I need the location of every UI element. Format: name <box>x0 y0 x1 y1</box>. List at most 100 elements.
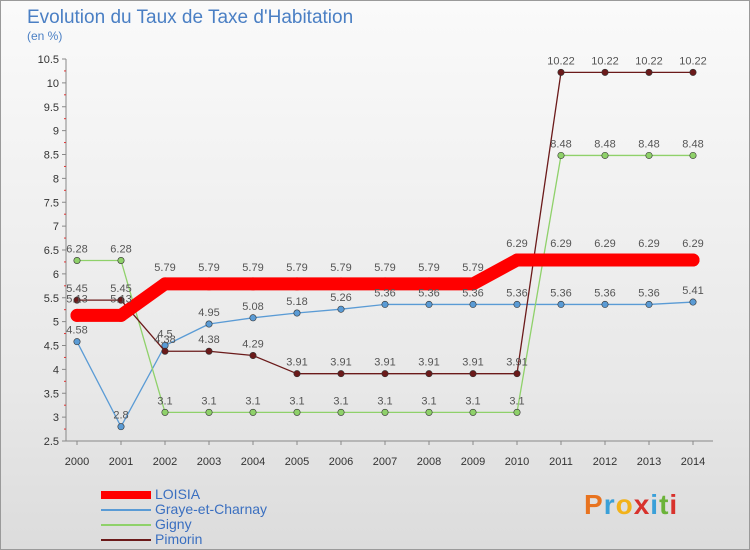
y-tick-label: 7 <box>53 221 59 233</box>
y-tick-label: 8.5 <box>44 150 59 162</box>
y-tick-label: 10.5 <box>38 54 59 66</box>
data-label: 6.29 <box>638 238 659 250</box>
data-label: 10.22 <box>591 55 619 67</box>
y-tick-label: 3 <box>53 412 59 424</box>
data-label: 6.29 <box>550 238 571 250</box>
x-tick-label: 2009 <box>461 456 485 468</box>
data-label: 4.5 <box>157 329 172 341</box>
legend-item: Gigny <box>101 516 401 532</box>
data-point <box>510 253 524 267</box>
data-point <box>513 408 521 416</box>
data-point <box>117 296 125 304</box>
data-point <box>205 408 213 416</box>
data-label: 4.95 <box>198 307 219 319</box>
data-label: 5.13 <box>66 293 87 305</box>
data-label: 4.38 <box>154 334 175 346</box>
x-tick-label: 2011 <box>549 456 573 468</box>
chart-title: Evolution du Taux de Taxe d'Habitation <box>27 7 354 28</box>
data-label: 3.1 <box>245 395 260 407</box>
data-point <box>290 277 304 291</box>
x-tick-label: 2014 <box>681 456 705 468</box>
y-tick-label: 2.5 <box>44 436 59 448</box>
legend-label: LOISIA <box>155 486 201 502</box>
proxiti-logo: Proxiti <box>584 489 679 520</box>
data-point <box>249 314 257 322</box>
y-tick-label: 3.5 <box>44 388 59 400</box>
legend-label: Graye-et-Charnay <box>155 501 268 517</box>
data-point <box>114 308 128 322</box>
data-point <box>337 305 345 313</box>
data-label: 8.48 <box>594 138 615 150</box>
data-point <box>689 68 697 76</box>
legend-label: Pimorin <box>155 531 203 547</box>
data-point <box>557 68 565 76</box>
y-tick-label: 8 <box>53 173 59 185</box>
data-label: 5.79 <box>286 262 307 274</box>
data-label: 5.36 <box>594 287 615 299</box>
legend-item: Pimorin <box>101 531 401 547</box>
data-point <box>381 370 389 378</box>
data-label: 3.91 <box>462 357 483 369</box>
data-point <box>381 408 389 416</box>
x-tick-label: 2007 <box>373 456 397 468</box>
data-label: 5.36 <box>462 287 483 299</box>
y-tick-label: 5 <box>53 317 59 329</box>
data-point <box>70 308 84 322</box>
data-point <box>249 352 257 360</box>
data-label: 5.08 <box>242 301 263 313</box>
data-point <box>293 370 301 378</box>
data-label: 10.22 <box>679 55 707 67</box>
data-point <box>334 277 348 291</box>
data-point <box>73 296 81 304</box>
x-tick-label: 2000 <box>65 456 89 468</box>
data-point <box>337 408 345 416</box>
data-point <box>689 151 697 159</box>
data-label: 6.29 <box>594 238 615 250</box>
data-label: 3.1 <box>289 395 304 407</box>
data-point <box>642 253 656 267</box>
data-label: 8.48 <box>550 138 571 150</box>
x-tick-label: 2002 <box>153 456 177 468</box>
data-point <box>469 370 477 378</box>
y-tick-label: 9.5 <box>44 102 59 114</box>
data-point <box>686 253 700 267</box>
data-point <box>205 347 213 355</box>
data-label: 5.79 <box>154 262 175 274</box>
data-label: 5.13 <box>110 293 131 305</box>
data-point <box>598 253 612 267</box>
x-tick-label: 2004 <box>241 456 265 468</box>
legend-swatch <box>101 491 151 499</box>
data-label: 3.91 <box>286 357 307 369</box>
data-label: 5.79 <box>374 262 395 274</box>
legend-swatch <box>101 539 151 541</box>
data-point <box>158 277 172 291</box>
data-label: 5.79 <box>462 262 483 274</box>
data-label: 3.1 <box>157 395 172 407</box>
data-label: 3.91 <box>374 357 395 369</box>
data-label: 5.45 <box>66 283 87 295</box>
data-label: 3.1 <box>333 395 348 407</box>
legend-item: LOISIA <box>101 486 401 502</box>
data-label: 8.48 <box>682 138 703 150</box>
data-point <box>601 151 609 159</box>
data-point <box>381 300 389 308</box>
data-point <box>205 320 213 328</box>
data-point <box>249 408 257 416</box>
x-tick-label: 2005 <box>285 456 309 468</box>
data-point <box>554 253 568 267</box>
x-tick-label: 2012 <box>593 456 617 468</box>
data-label: 5.36 <box>374 287 395 299</box>
data-point <box>645 68 653 76</box>
y-tick-label: 7.5 <box>44 197 59 209</box>
data-label: 5.41 <box>682 285 703 297</box>
data-point <box>557 300 565 308</box>
data-label: 5.36 <box>418 287 439 299</box>
data-label: 3.91 <box>418 357 439 369</box>
y-tick-label: 9 <box>53 126 59 138</box>
data-point <box>73 338 81 346</box>
data-point <box>601 300 609 308</box>
x-tick-label: 2010 <box>505 456 529 468</box>
y-tick-label: 10 <box>47 78 59 90</box>
legend-label: Gigny <box>155 516 192 532</box>
